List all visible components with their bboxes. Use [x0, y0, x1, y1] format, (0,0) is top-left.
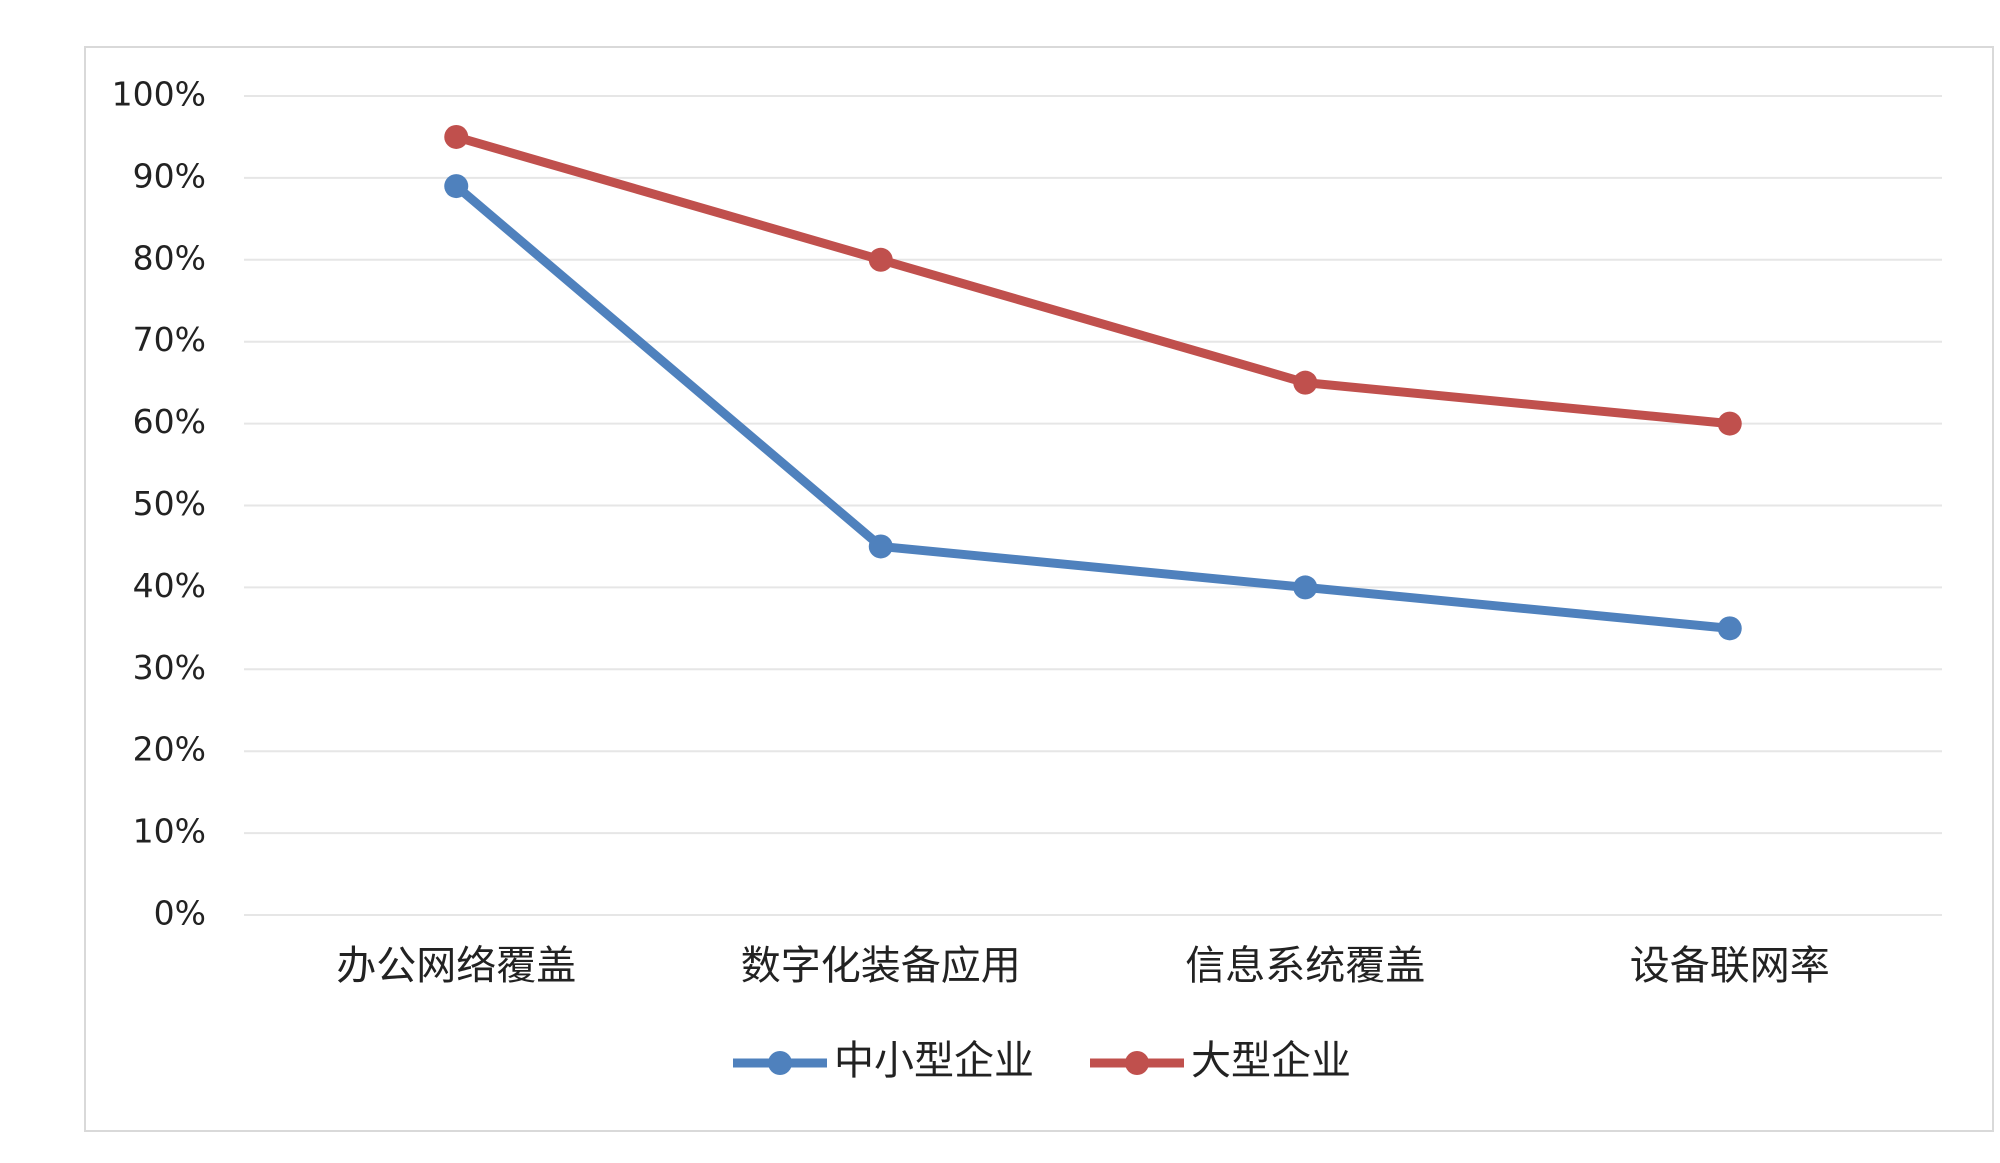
y-tick-label: 60% [133, 402, 206, 441]
x-tick-label: 数字化装备应用 [741, 943, 1021, 989]
series-line [453, 182, 1731, 633]
y-tick-label: 50% [133, 484, 206, 523]
legend-label: 中小型企业 [834, 1038, 1034, 1084]
legend-marker [1125, 1051, 1149, 1075]
y-tick-label: 10% [133, 812, 206, 851]
point [1293, 575, 1318, 600]
point [1717, 411, 1742, 436]
x-tick-label: 办公网络覆盖 [336, 943, 576, 989]
point [868, 534, 893, 559]
y-tick-label: 20% [133, 730, 206, 769]
chart-border [84, 46, 1994, 1132]
point [444, 124, 469, 149]
legend-label: 大型企业 [1191, 1038, 1351, 1084]
y-tick-label: 80% [133, 238, 206, 277]
y-tick-label: 0% [154, 894, 206, 933]
series-line [454, 132, 1731, 429]
y-tick-label: 100% [112, 75, 206, 114]
point [444, 174, 469, 199]
y-tick-label: 40% [133, 566, 206, 605]
point [1293, 370, 1318, 395]
point [868, 247, 893, 272]
x-tick-label: 信息系统覆盖 [1185, 943, 1425, 989]
point [1717, 616, 1742, 641]
legend-marker [768, 1051, 792, 1075]
x-tick-label: 设备联网率 [1630, 943, 1830, 989]
y-tick-label: 30% [133, 648, 206, 687]
y-tick-label: 70% [133, 320, 206, 359]
y-tick-label: 90% [133, 156, 206, 195]
